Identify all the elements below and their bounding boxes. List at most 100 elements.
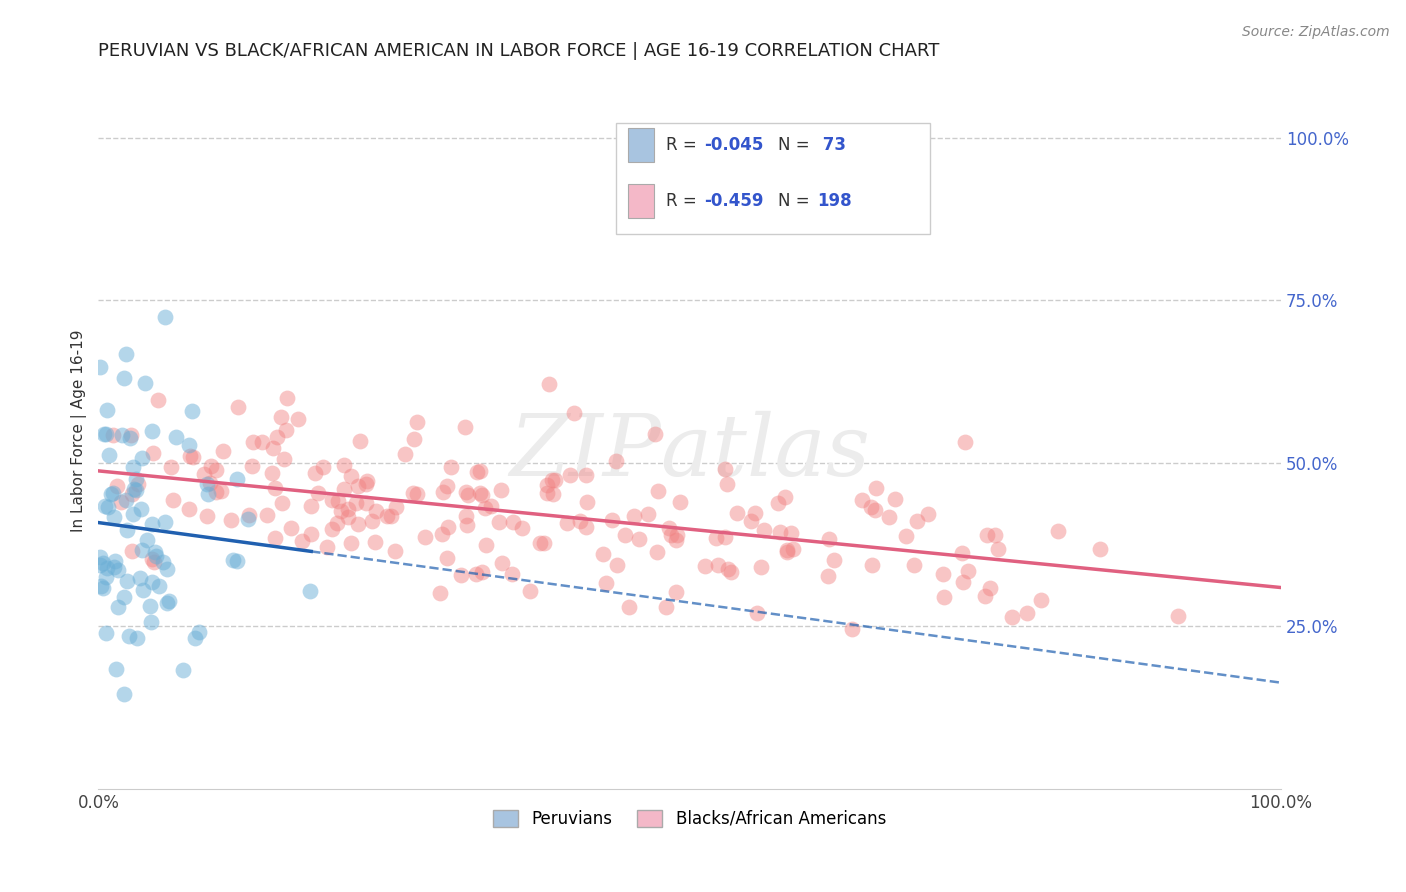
Point (510, 521, 533, 535)
Point (502, 516, 524, 530)
Point (96, 402, 118, 417)
Point (321, 493, 343, 508)
Point (346, 516, 368, 531)
Point (122, 460, 145, 475)
Point (148, 393, 170, 408)
Text: R =: R = (666, 192, 702, 210)
Point (273, 452, 295, 467)
Point (187, 624, 209, 639)
Point (430, 527, 453, 541)
Point (1017, 606, 1039, 620)
Point (658, 521, 681, 535)
Point (333, 483, 356, 497)
Point (454, 420, 477, 434)
Point (491, 557, 513, 571)
Point (707, 558, 730, 573)
Point (614, 527, 637, 541)
Point (250, 435, 273, 450)
Point (714, 462, 737, 476)
Point (219, 514, 242, 528)
Point (727, 506, 749, 520)
Point (238, 511, 260, 525)
Point (287, 412, 309, 426)
Point (537, 376, 560, 391)
Point (437, 520, 460, 534)
Point (148, 579, 170, 593)
Point (96, 626, 118, 640)
Point (976, 528, 998, 542)
Point (97, 448, 120, 462)
Point (917, 507, 939, 521)
Point (877, 509, 900, 524)
Point (436, 551, 458, 566)
Point (456, 517, 478, 532)
Text: N =: N = (779, 136, 815, 153)
Point (533, 536, 555, 550)
Point (337, 510, 360, 524)
Point (983, 527, 1005, 541)
Point (894, 528, 917, 542)
Point (180, 404, 202, 418)
Point (131, 450, 153, 465)
Point (266, 430, 288, 444)
Point (193, 467, 215, 481)
Point (384, 544, 406, 558)
Point (627, 533, 650, 547)
Point (129, 502, 152, 516)
Point (100, 487, 122, 501)
Point (456, 509, 478, 524)
Point (380, 509, 402, 524)
Point (184, 631, 207, 645)
Point (413, 530, 436, 544)
Point (307, 486, 329, 500)
Point (115, 523, 138, 537)
Point (205, 485, 228, 500)
Text: R =: R = (666, 136, 702, 153)
Text: PERUVIAN VS BLACK/AFRICAN AMERICAN IN LABOR FORCE | AGE 16-19 CORRELATION CHART: PERUVIAN VS BLACK/AFRICAN AMERICAN IN LA… (98, 42, 939, 60)
Point (623, 509, 645, 524)
Y-axis label: In Labor Force | Age 16-19: In Labor Force | Age 16-19 (72, 329, 87, 532)
Text: -0.459: -0.459 (704, 192, 763, 210)
Point (316, 541, 339, 555)
Point (468, 464, 491, 478)
Point (934, 590, 956, 604)
Point (979, 582, 1001, 596)
Point (105, 662, 128, 676)
Point (1001, 610, 1024, 624)
Point (661, 527, 683, 541)
Point (558, 468, 581, 483)
Point (195, 508, 218, 523)
Point (716, 477, 738, 491)
Point (142, 445, 165, 459)
Point (605, 454, 627, 468)
Point (141, 575, 163, 590)
Point (953, 435, 976, 450)
Point (406, 487, 429, 501)
Point (436, 478, 458, 492)
Point (695, 558, 717, 573)
Point (817, 532, 839, 546)
Point (115, 574, 138, 588)
Point (107, 479, 129, 493)
Point (299, 583, 322, 598)
Point (262, 442, 284, 456)
Point (90, 579, 112, 593)
Point (179, 437, 201, 451)
Point (115, 493, 138, 508)
Point (375, 509, 398, 524)
Point (713, 530, 735, 544)
Point (450, 568, 472, 582)
Point (744, 506, 766, 520)
Point (107, 563, 129, 577)
Point (364, 504, 387, 518)
Text: -0.045: -0.045 (704, 136, 763, 153)
Point (114, 687, 136, 701)
Point (619, 600, 641, 615)
Bar (628, 184, 654, 218)
Point (125, 472, 148, 486)
Point (562, 406, 585, 420)
Point (780, 525, 803, 540)
Point (115, 346, 138, 360)
Point (575, 519, 598, 533)
Point (595, 575, 617, 590)
